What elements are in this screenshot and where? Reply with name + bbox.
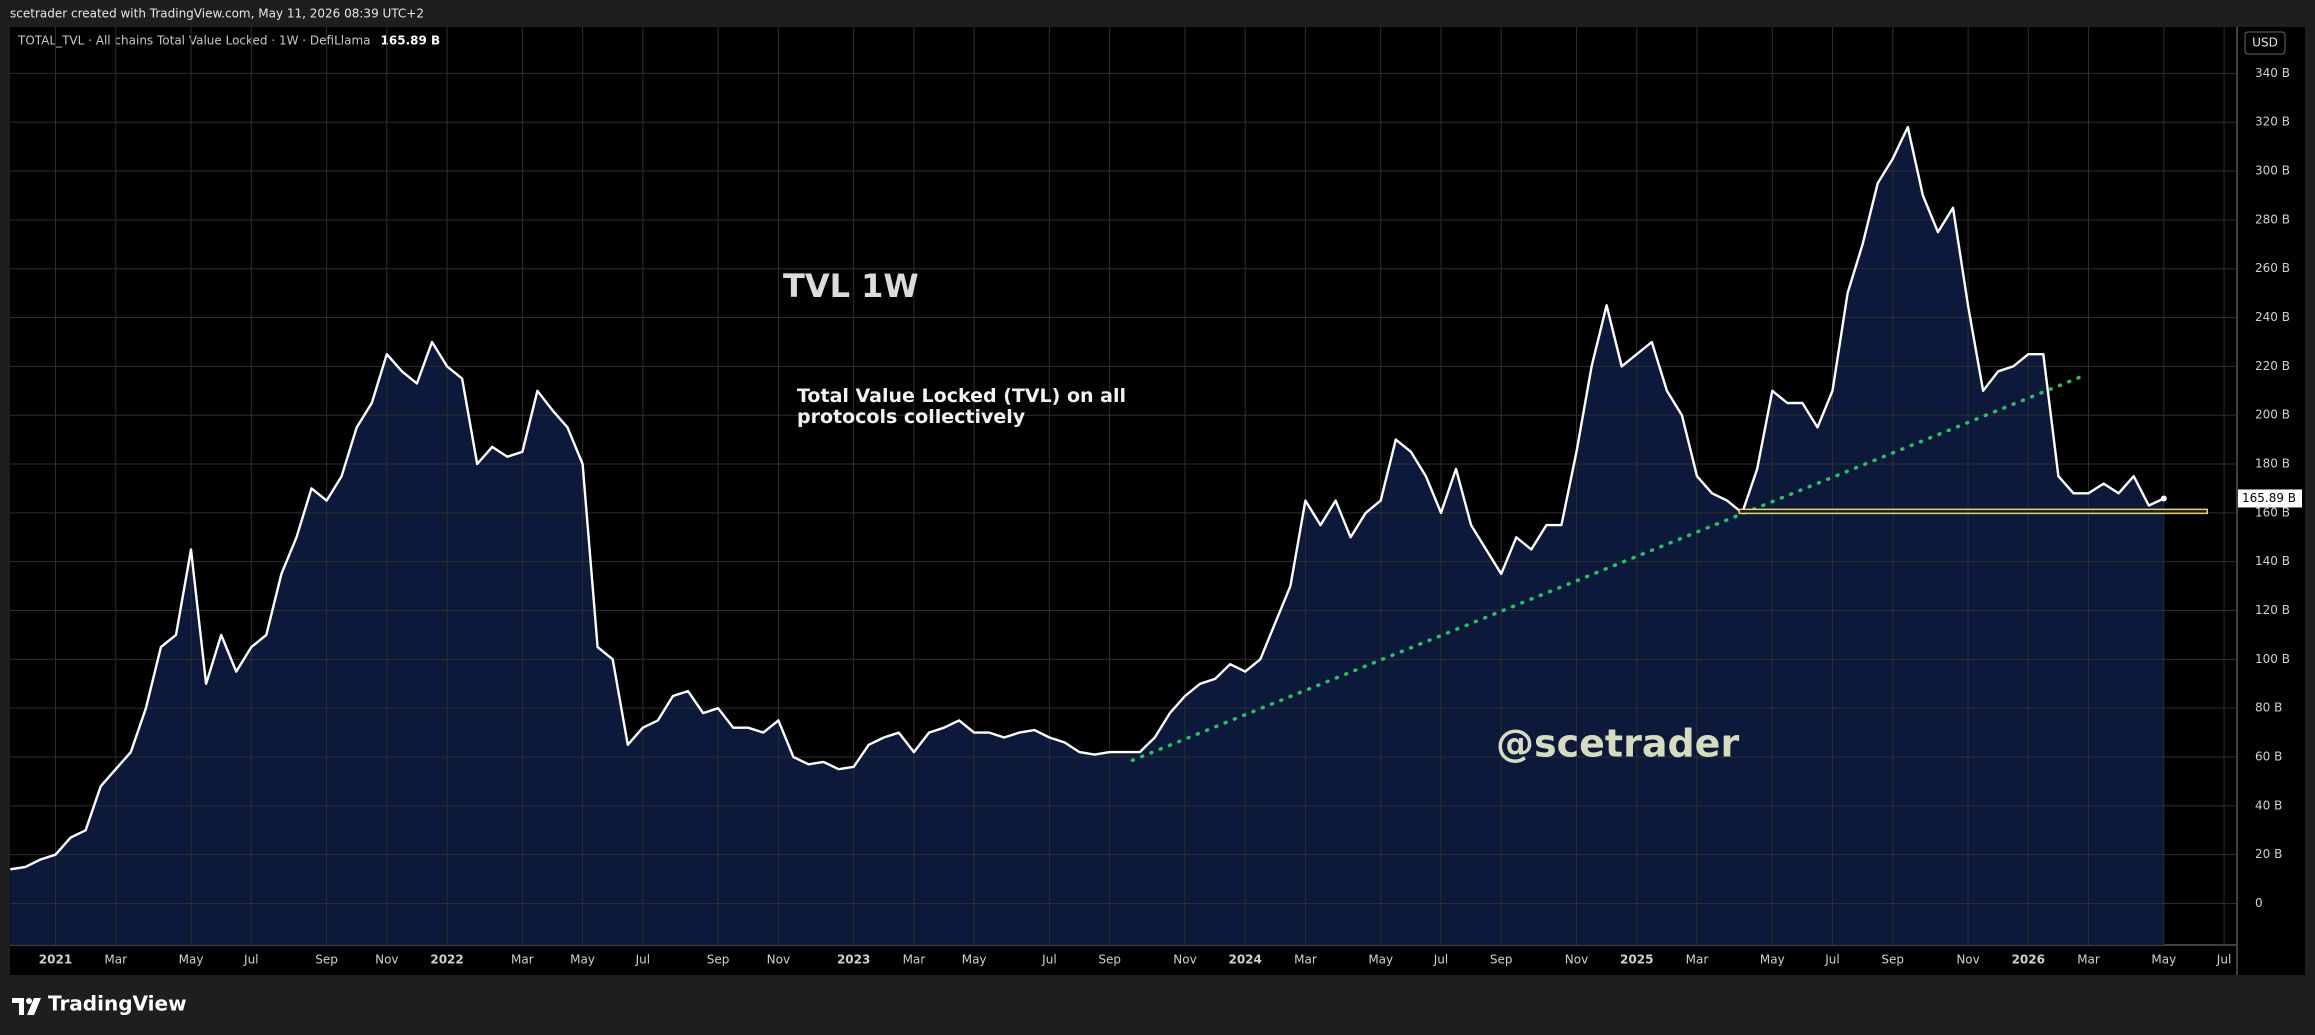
x-tick-label: May xyxy=(2151,953,2176,967)
y-tick-label: 240 B xyxy=(2255,310,2290,324)
x-tick-label: Jul xyxy=(1824,953,1839,967)
x-tick-label: May xyxy=(179,953,204,967)
x-tick-label: May xyxy=(962,953,987,967)
last-point xyxy=(2160,495,2167,502)
x-tick-label: May xyxy=(1368,953,1393,967)
x-tick-label: Nov xyxy=(1956,953,1979,967)
y-tick-label: 120 B xyxy=(2255,603,2290,617)
x-tick-label: Sep xyxy=(707,953,730,967)
x-tick-label: Mar xyxy=(1686,953,1709,967)
x-tick-label: Mar xyxy=(511,953,534,967)
x-tick-label: Jul xyxy=(635,953,650,967)
y-tick-label: 0 xyxy=(2255,896,2263,910)
x-tick-label: Nov xyxy=(767,953,790,967)
x-tick-label: 2023 xyxy=(837,953,870,967)
x-tick-label: Sep xyxy=(1490,953,1513,967)
x-tick-label: Nov xyxy=(375,953,398,967)
y-tick-label: 260 B xyxy=(2255,261,2290,275)
x-tick-label: Sep xyxy=(1881,953,1904,967)
y-tick-label: 80 B xyxy=(2255,701,2282,715)
y-tick-label: 60 B xyxy=(2255,750,2282,764)
y-tick-label: 40 B xyxy=(2255,798,2282,812)
x-tick-label: Nov xyxy=(1173,953,1196,967)
watermark: @scetrader xyxy=(1496,722,1739,766)
x-tick-label: Jul xyxy=(1433,953,1448,967)
x-tick-label: Sep xyxy=(315,953,338,967)
trend-line xyxy=(1130,374,2084,763)
x-tick-label: Jul xyxy=(1041,953,1056,967)
brand: TradingView xyxy=(48,992,187,1016)
last-price-label: 165.89 B xyxy=(2242,491,2296,505)
y-tick-label: 280 B xyxy=(2255,212,2290,226)
x-tick-label: 2022 xyxy=(430,953,463,967)
x-tick-label: Nov xyxy=(1565,953,1588,967)
y-tick-label: 200 B xyxy=(2255,408,2290,422)
x-tick-label: 2026 xyxy=(2012,953,2045,967)
x-tick-label: Sep xyxy=(1098,953,1121,967)
plot: 0 20 B 40 B 60 B 80 B 100 B 120 B 140 B 160 B 180… xyxy=(10,27,2302,967)
y-tick-label: 180 B xyxy=(2255,457,2290,471)
x-tick-label: Mar xyxy=(2077,953,2100,967)
x-tick-label: May xyxy=(570,953,595,967)
annotation-title: TVL 1W xyxy=(783,267,919,305)
x-tick-label: Jul xyxy=(243,953,258,967)
currency: USD xyxy=(2252,36,2278,50)
brand-logo xyxy=(12,998,41,1015)
area-fill xyxy=(10,127,2164,946)
y-tick-label: 160 B xyxy=(2255,505,2290,519)
x-tick-label: 2025 xyxy=(1620,953,1653,967)
time-axis xyxy=(10,945,2237,975)
x-tick-label: 2021 xyxy=(39,953,72,967)
x-tick-label: 2024 xyxy=(1228,953,1261,967)
tvl-line xyxy=(10,125,2165,871)
support-zone xyxy=(1738,508,2208,515)
y-tick-label: 20 B xyxy=(2255,847,2282,861)
x-tick-label: Mar xyxy=(1294,953,1317,967)
x-tick-label: Mar xyxy=(104,953,127,967)
y-tick-label: 100 B xyxy=(2255,652,2290,666)
last-price-box xyxy=(2238,489,2302,508)
legend-text: TOTAL_TVL · All chains Total Value Locke… xyxy=(17,34,371,48)
y-tick-label: 300 B xyxy=(2255,164,2290,178)
x-tick-label: Jul xyxy=(2216,953,2231,967)
x-tick-label: Mar xyxy=(903,953,926,967)
y-tick-label: 140 B xyxy=(2255,554,2290,568)
attribution: scetrader created with TradingView.com, … xyxy=(10,7,424,21)
legend-value: 165.89 B xyxy=(381,34,441,48)
y-tick-label: 320 B xyxy=(2255,115,2290,129)
y-tick-label: 340 B xyxy=(2255,66,2290,80)
annotation-subtitle: Total Value Locked (TVL) on all protocol… xyxy=(797,385,1126,428)
currency-box xyxy=(2244,31,2286,55)
y-tick-label: 220 B xyxy=(2255,359,2290,373)
x-tick-label: May xyxy=(1760,953,1785,967)
